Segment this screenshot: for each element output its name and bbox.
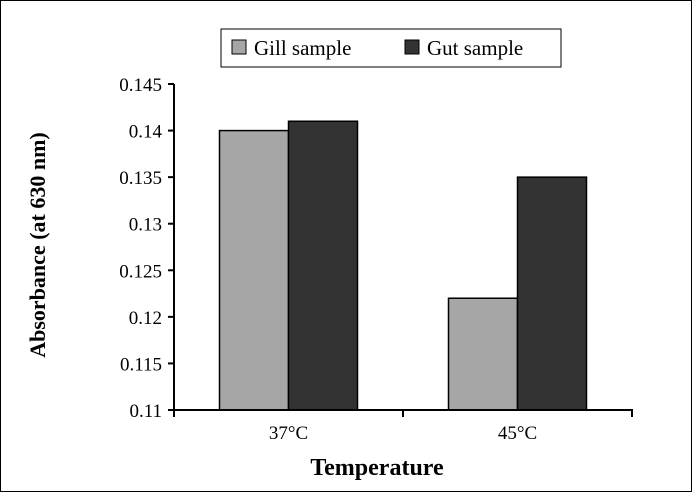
- bar-gut-1: [287, 120, 359, 411]
- legend-swatch-gill: [231, 39, 247, 55]
- y-axis-title: Absorbance (at 630 nm): [25, 132, 50, 358]
- y-tick-label: 0.11: [129, 401, 162, 422]
- bar-gill-1: [218, 129, 290, 411]
- legend-swatch-gut: [404, 39, 420, 55]
- bar-gill-2: [447, 297, 519, 411]
- x-labels-group: 37°C 45°C: [269, 423, 537, 444]
- bar-gut-2: [516, 176, 588, 411]
- y-ticks-group: 0.11 0.115 0.12 0.125 0.13 0.135 0.14 0.145: [119, 75, 174, 422]
- y-tick-label: 0.145: [119, 75, 162, 96]
- bars-group: [218, 120, 588, 411]
- legend-label-gut: Gut sample: [427, 36, 523, 60]
- y-tick-label: 0.12: [129, 308, 162, 329]
- x-axis-title: Temperature: [310, 455, 444, 481]
- y-tick-label: 0.14: [129, 122, 163, 143]
- legend-label-gill: Gill sample: [254, 36, 351, 60]
- legend-box: [220, 28, 562, 68]
- y-tick-label: 0.135: [119, 168, 162, 189]
- x-tick-label: 37°C: [269, 423, 308, 444]
- chart-legend: Gill sample Gut sample: [220, 28, 562, 68]
- x-tick-label: 45°C: [498, 423, 537, 444]
- y-tick-label: 0.13: [129, 215, 162, 236]
- y-tick-label: 0.125: [119, 261, 162, 282]
- axes-group: [173, 84, 633, 417]
- y-tick-label: 0.115: [120, 354, 162, 375]
